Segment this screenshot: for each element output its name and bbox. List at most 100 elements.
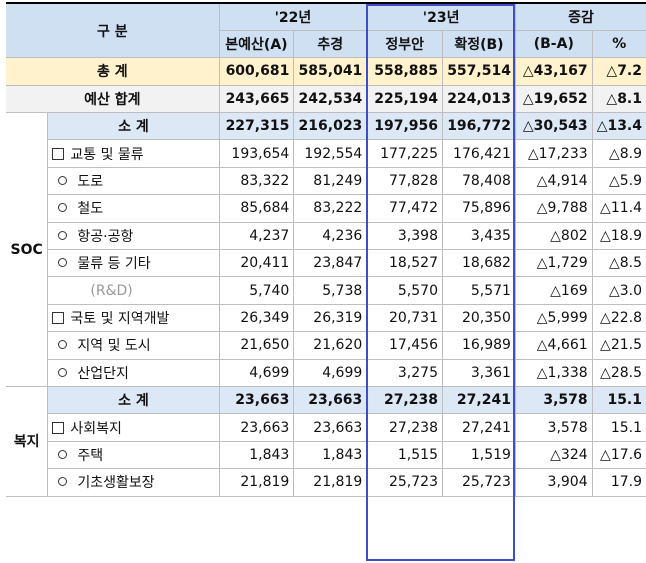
cell: △30,543 [514,112,593,141]
cell: 23,663 [218,413,294,442]
header-col-gov: 정부안 [366,29,443,59]
table-row: 산업단지 4,699 4,699 3,275 3,361 △1,338 △28.… [6,358,646,387]
table-row: 지역 및 도시 21,650 21,620 17,456 16,989 △4,6… [6,331,646,360]
cell: 77,828 [366,166,443,196]
header-row-1: 구 분 '22년 '23년 증감 [6,1,646,59]
cell: 25,723 [366,468,443,497]
table-row-budget-total: 예산 합계 243,665 242,534 225,194 224,013 △1… [6,84,646,114]
cell: 17,456 [366,331,443,360]
row-label: (R&D) [47,276,220,305]
bullet-circle-icon [58,258,68,268]
row-label-cell: 도로 [47,166,220,196]
cell: 225,194 [366,84,443,114]
cell: 216,023 [293,112,367,141]
cell: 77,472 [366,194,443,223]
row-label: 교통 및 물류 [70,146,144,163]
cell: 27,241 [441,385,516,415]
cell: 15.1 [591,385,646,415]
cell: 196,772 [441,112,516,141]
cell: △5,999 [514,303,593,333]
cell: △7.2 [591,57,646,86]
cell: 192,554 [293,139,367,168]
row-label: 사회복지 [70,420,122,437]
cell: 27,238 [366,413,443,442]
cell: 3,578 [514,413,593,442]
cell: 557,514 [441,57,516,86]
cell: 5,571 [441,276,516,305]
cell: 1,515 [366,440,443,470]
bullet-circle-icon [58,477,68,487]
row-label: 예산 합계 [6,84,220,114]
cell: △3.0 [591,276,646,305]
cell: 193,654 [218,139,294,168]
row-label: 지역 및 도시 [77,338,151,355]
cell: 25,723 [441,468,516,497]
cell: 3,398 [366,221,443,251]
cell: 20,411 [218,249,294,278]
header-change: 증감 [514,1,646,31]
bullet-circle-icon [58,230,68,240]
cell: 5,738 [293,276,367,305]
header-col-main: 본예산(A) [218,29,294,59]
budget-table: 구 분 '22년 '23년 증감 본예산(A) 추경 정부안 확정(B) (B-… [6,1,646,497]
cell: 5,740 [218,276,294,305]
cell: △4,914 [514,166,593,196]
cell: 3,361 [441,358,516,387]
category-soc: SOC [6,112,48,387]
cell: △28.5 [591,358,646,387]
cell: 242,534 [293,84,367,114]
row-label-cell: 항공·공항 [47,221,220,251]
checkbox-square-icon [52,311,65,324]
cell: 197,956 [366,112,443,141]
table-row-soc-subtotal: SOC 소 계 227,315 216,023 197,956 196,772 … [6,112,646,387]
cell: 1,519 [441,440,516,470]
header-col-supp: 추경 [293,29,367,59]
cell: 18,682 [441,249,516,278]
header-col-diff: (B-A) [514,29,593,59]
cell: 83,222 [293,194,367,223]
cell: 18,527 [366,249,443,278]
row-label-cell: 교통 및 물류 [47,139,220,168]
cell: 23,663 [293,413,367,442]
table-row: 도로 83,322 81,249 77,828 78,408 △4,914 △5… [6,166,646,196]
header-col-pct: % [591,29,646,59]
cell: 3,578 [514,385,593,415]
table-row: 항공·공항 4,237 4,236 3,398 3,435 △802 △18.9 [6,221,646,251]
header-row-2: 본예산(A) 추경 정부안 확정(B) (B-A) % [6,29,646,59]
cell: △13.4 [591,112,646,141]
row-label: 소 계 [47,112,220,141]
table-row-welfare-subtotal: 복지 소 계 23,663 23,663 27,238 27,241 3,578… [6,385,646,497]
row-label: 항공·공항 [77,228,134,245]
cell: 5,570 [366,276,443,305]
cell: 1,843 [293,440,367,470]
cell: △1,729 [514,249,593,278]
cell: △1,338 [514,358,593,387]
bullet-circle-icon [58,367,68,377]
row-label: 국토 및 지역개발 [70,310,170,327]
cell: 26,319 [293,303,367,333]
cell: 27,238 [366,385,443,415]
header-year22: '22년 [218,1,367,31]
checkbox-square-icon [52,421,65,434]
row-label: 도로 [77,174,104,191]
cell: 3,435 [441,221,516,251]
cell: 26,349 [218,303,294,333]
row-label: 철도 [77,201,104,218]
cell: 23,663 [293,385,367,415]
table-row: 사회복지 23,663 23,663 27,238 27,241 3,578 1… [6,413,646,442]
bullet-circle-icon [58,340,68,350]
cell: 21,819 [293,468,367,497]
cell: 17.9 [591,468,646,497]
cell: △324 [514,440,593,470]
cell: 23,847 [293,249,367,278]
cell: △17,233 [514,139,593,168]
cell: 21,819 [218,468,294,497]
table-row-total: 총 계 600,681 585,041 558,885 557,514 △43,… [6,57,646,86]
table-row: 국토 및 지역개발 26,349 26,319 20,731 20,350 △5… [6,303,646,333]
cell: 75,896 [441,194,516,223]
cell: 227,315 [218,112,294,141]
bullet-circle-icon [58,449,68,459]
cell: △5.9 [591,166,646,196]
cell: 20,350 [441,303,516,333]
cell: △9,788 [514,194,593,223]
